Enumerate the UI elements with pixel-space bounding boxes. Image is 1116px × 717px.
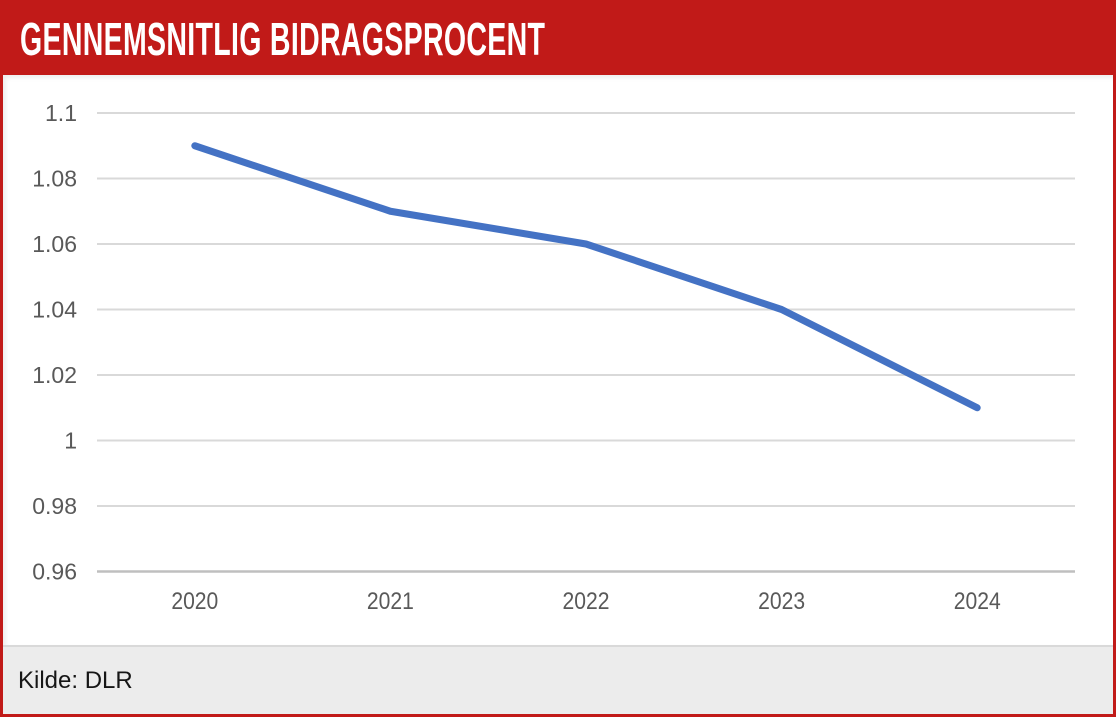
y-tick-label: 1.1	[45, 100, 77, 126]
x-tick-label: 2021	[367, 588, 414, 615]
chart-title: Gennemsnitlig bidragsprocent	[20, 13, 546, 65]
source-label: Kilde: DLR	[18, 666, 133, 694]
source-footer: Kilde: DLR	[3, 645, 1113, 714]
x-tick-label: 2020	[171, 588, 218, 615]
y-tick-label: 1.02	[32, 362, 77, 388]
y-tick-label: 1.06	[32, 231, 77, 257]
x-tick-label: 2023	[758, 588, 805, 615]
y-tick-label: 0.98	[32, 493, 77, 519]
chart-plot-area: 1.1 1.08 1.06 1.04 1.02 1 0.98 0.96 2020 2021 2022…	[3, 75, 1113, 645]
y-tick-label: 1.08	[32, 166, 77, 192]
y-tick-label: 1	[64, 428, 77, 454]
chart-header: Gennemsnitlig bidragsprocent	[3, 3, 1113, 75]
y-tick-label: 1.04	[32, 297, 77, 323]
line-chart: 1.1 1.08 1.06 1.04 1.02 1 0.98 0.96 2020 2021 2022…	[32, 100, 1075, 615]
y-tick-label: 0.96	[32, 559, 77, 585]
x-tick-label: 2024	[954, 588, 1001, 615]
trend-line	[191, 142, 981, 412]
x-tick-label: 2022	[563, 588, 610, 615]
